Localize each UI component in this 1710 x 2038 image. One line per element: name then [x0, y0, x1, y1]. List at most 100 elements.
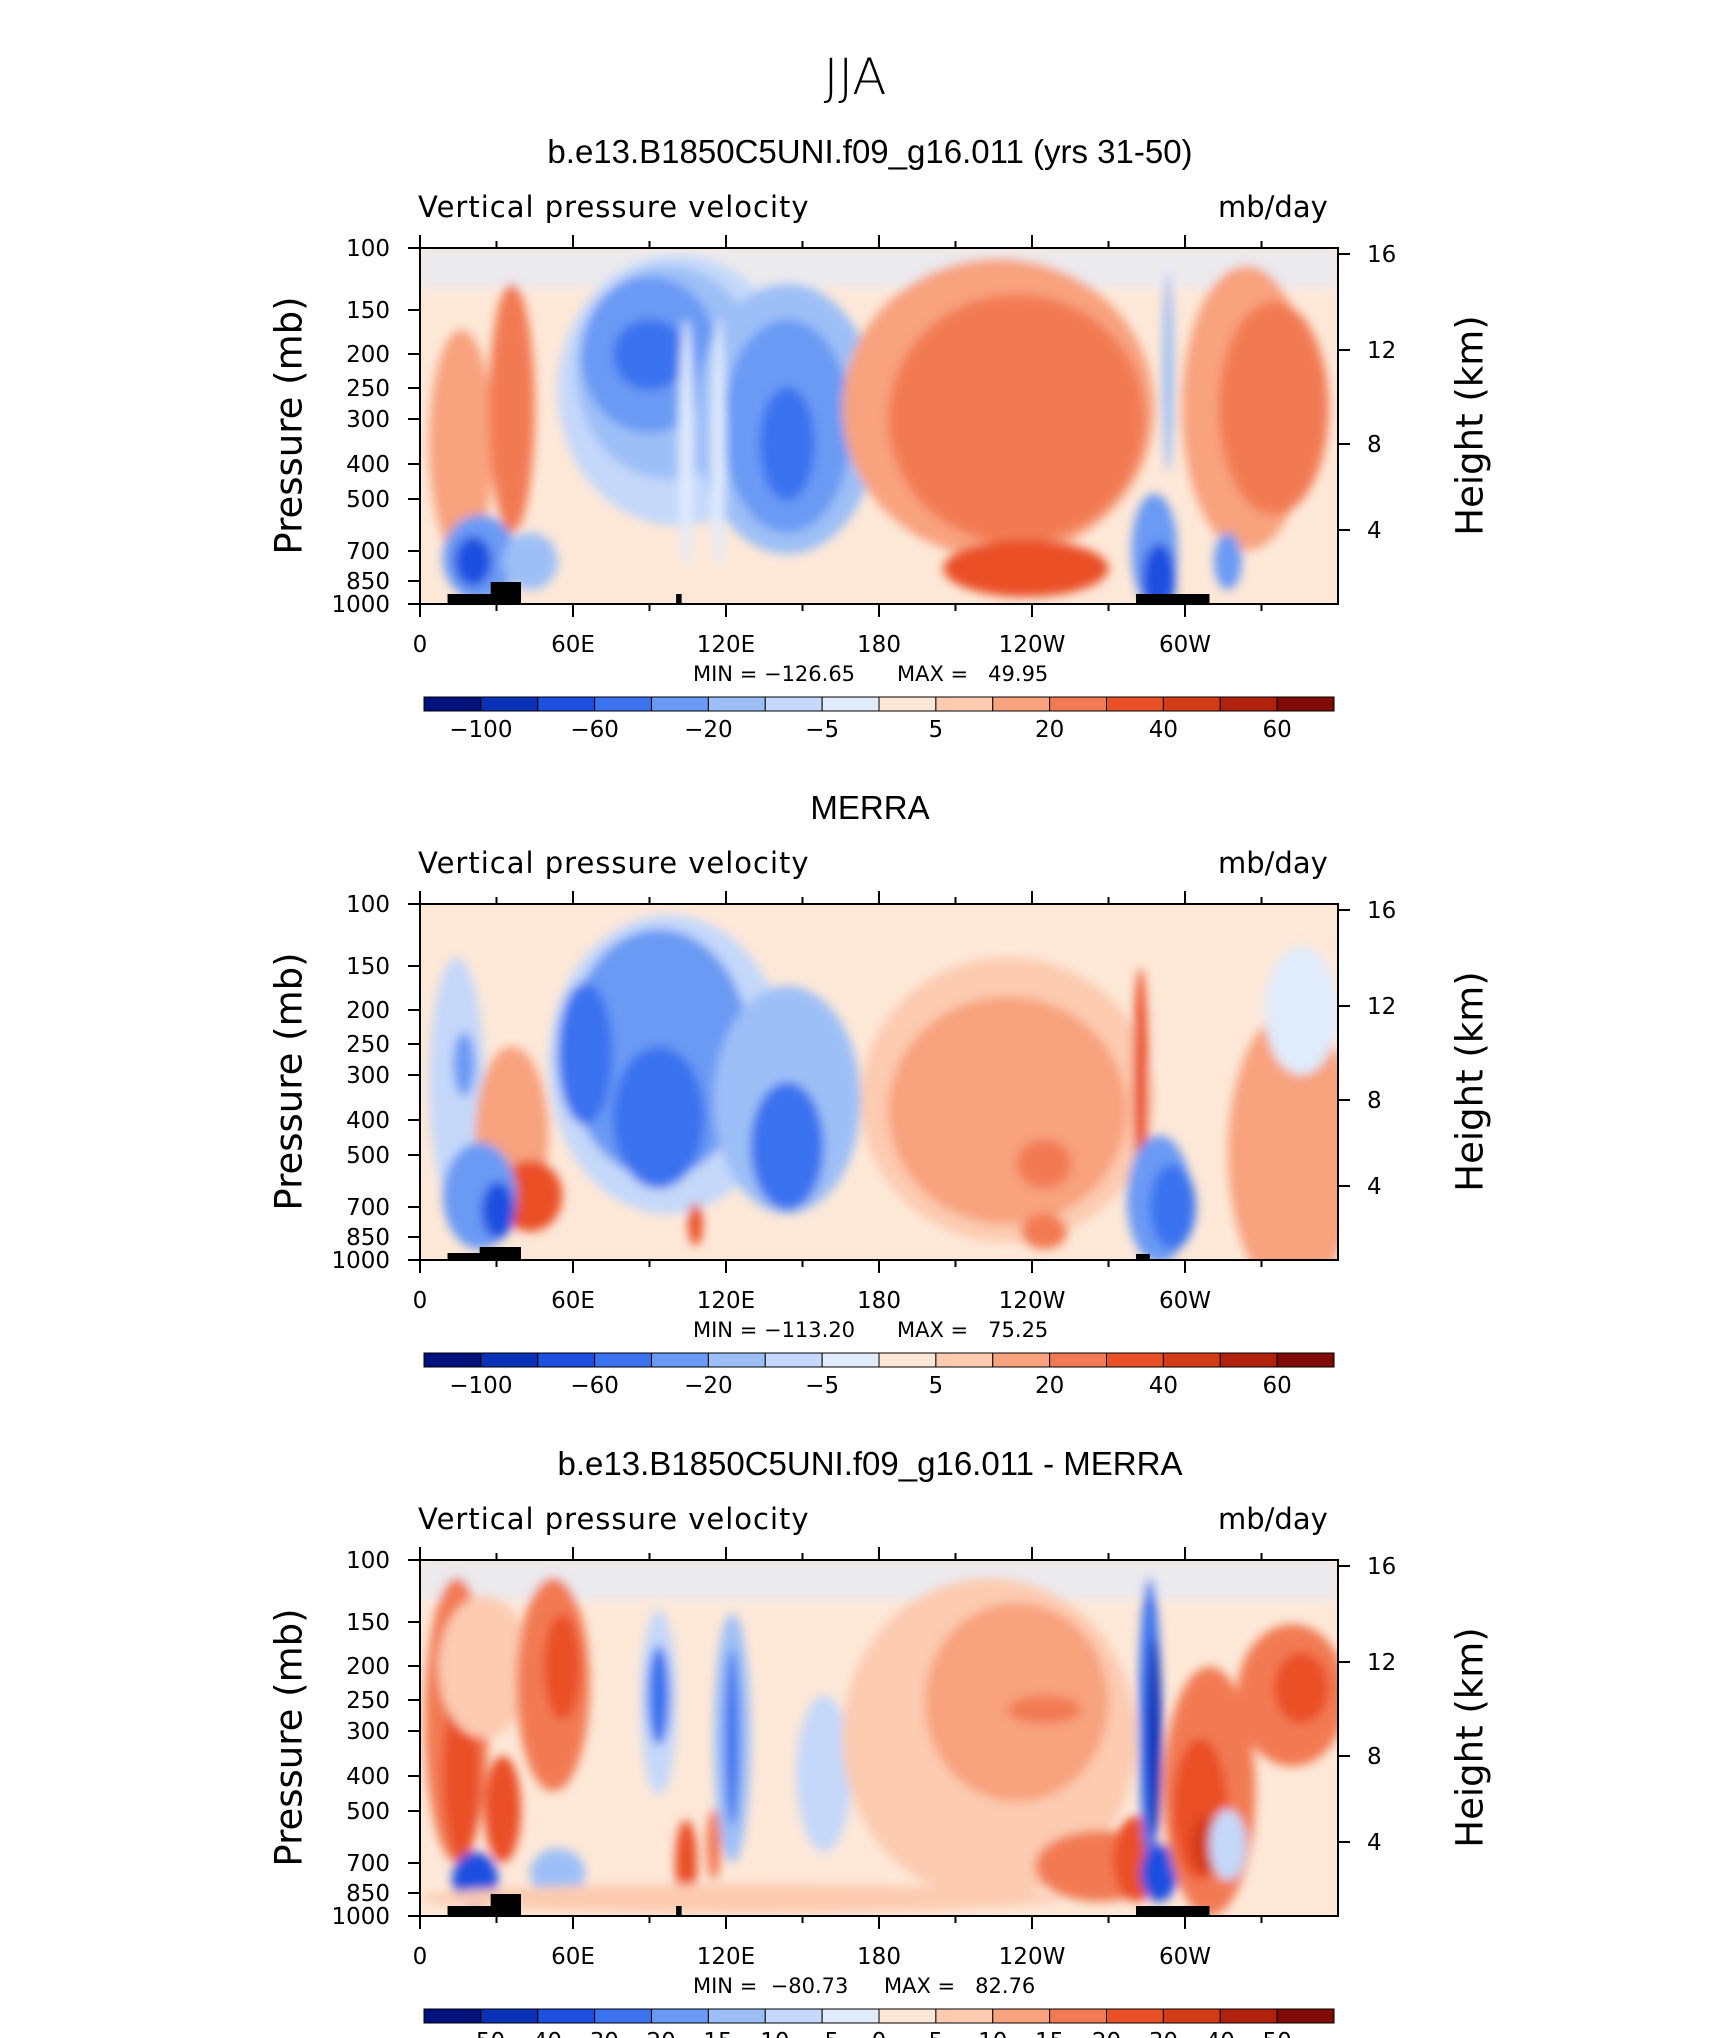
- y-tick-label: 300: [346, 1719, 390, 1745]
- colorbar-label: 20: [1035, 717, 1064, 743]
- colorbar-label: −50: [457, 2029, 506, 2038]
- upper-band: [420, 248, 1338, 288]
- contour-region: [484, 1755, 521, 1863]
- panel-2: 0 60E 120E 180 120W 60W 100 150 200 250 300 400 500 7…: [331, 891, 1396, 1399]
- colorbar-box: [992, 2008, 1051, 2024]
- x-tick-label: 120E: [697, 632, 755, 658]
- contour-region: [943, 539, 1109, 597]
- x-tick-label: 60E: [551, 1288, 595, 1314]
- contour-region: [612, 319, 687, 391]
- panel-1-max-label: MAX = 49.95: [897, 662, 1049, 686]
- contour-region: [1209, 1809, 1247, 1881]
- y2-tick-label: 8: [1367, 432, 1382, 458]
- colorbar-box: [1162, 1352, 1221, 1368]
- y-tick-label: 700: [346, 1851, 390, 1877]
- colorbar-box: [992, 696, 1051, 712]
- contour-region: [1021, 1213, 1068, 1250]
- panel-1-y2-axis-title: Height (km): [1448, 315, 1492, 536]
- colorbar-box: [480, 696, 539, 712]
- y2-tick-label: 8: [1367, 1744, 1382, 1770]
- y2-tick-label: 12: [1367, 1650, 1396, 1676]
- contour-region: [454, 536, 492, 587]
- colorbar-box: [423, 696, 482, 712]
- panel-3-y2-axis-title: Height (km): [1448, 1627, 1492, 1848]
- y-tick-label: 500: [346, 1143, 390, 1169]
- y-tick-label: 100: [346, 1548, 390, 1574]
- y-tick-label: 700: [346, 539, 390, 565]
- colorbar-box: [594, 1352, 652, 1368]
- colorbar-label: 60: [1262, 1373, 1291, 1399]
- colorbar-box: [423, 2008, 482, 2024]
- colorbar-label: 50: [1262, 2029, 1291, 2038]
- colorbar-label: 40: [1149, 1373, 1178, 1399]
- y-tick-label: 250: [346, 1688, 390, 1714]
- panel-3-min-label: MIN = −80.73: [693, 1974, 849, 1998]
- y2-tick-label: 16: [1367, 898, 1396, 924]
- y2-tick-label: 8: [1367, 1088, 1382, 1114]
- x-tick-label: 180: [857, 1944, 901, 1970]
- x-tick-label: 60W: [1159, 1944, 1211, 1970]
- colorbar-box: [651, 2008, 709, 2024]
- panel-3-y-axis-title: Pressure (mb): [267, 1608, 311, 1867]
- y-tick-label: 250: [346, 376, 390, 402]
- colorbar-box: [707, 2008, 766, 2024]
- x-tick-label: 120W: [999, 632, 1066, 658]
- y-tick-label: 850: [346, 569, 390, 595]
- y-tick-label: 150: [346, 1610, 390, 1636]
- land-mask: [676, 1906, 682, 1916]
- contour-region: [1007, 1695, 1081, 1724]
- colorbar-box: [935, 696, 994, 712]
- contour-region: [1147, 1638, 1162, 1838]
- y2-tick-label: 4: [1367, 518, 1382, 544]
- land-mask: [676, 594, 682, 604]
- colorbar-label: −5: [805, 717, 839, 743]
- colorbar-box: [1049, 2008, 1107, 2024]
- x-tick-label: 0: [413, 1944, 428, 1970]
- contour-region: [557, 982, 613, 1125]
- contour-region: [502, 532, 558, 590]
- contour-region: [453, 1032, 476, 1097]
- colorbar-label: 0: [872, 2029, 887, 2038]
- colorbar-box: [1106, 1352, 1164, 1368]
- panel-1-min-label: MIN = −126.65: [693, 662, 856, 686]
- contour-region: [688, 1203, 703, 1246]
- contour-region: [1142, 543, 1176, 604]
- colorbar-box: [1276, 696, 1335, 712]
- panel-1-y-axis-title: Pressure (mb): [267, 296, 311, 555]
- y-tick-label: 200: [346, 342, 390, 368]
- y2-tick-label: 12: [1367, 338, 1396, 364]
- panel-1-variable-label: Vertical pressure velocity: [418, 190, 810, 224]
- colorbar-box: [764, 696, 823, 712]
- colorbar-box: [537, 696, 596, 712]
- colorbar-label: 5: [929, 2029, 944, 2038]
- colorbar-label: 5: [929, 1373, 944, 1399]
- y-tick-label: 150: [346, 298, 390, 324]
- colorbar-box: [707, 696, 766, 712]
- colorbar-box: [480, 1352, 539, 1368]
- contour-region: [429, 329, 494, 558]
- panel-2-max-label: MAX = 75.25: [897, 1318, 1049, 1342]
- contour-field: [420, 248, 1338, 604]
- y-tick-label: 200: [346, 998, 390, 1024]
- x-tick-label: 0: [413, 1288, 428, 1314]
- colorbar-box: [764, 2008, 823, 2024]
- colorbar-label: −40: [513, 2029, 562, 2038]
- panel-1-units-label: mb/day: [1218, 190, 1328, 224]
- colorbar-label: 10: [978, 2029, 1007, 2038]
- contour-field: [420, 1560, 1338, 1916]
- contour-region: [543, 1613, 581, 1721]
- colorbar-label: 40: [1206, 2029, 1235, 2038]
- contour-region: [1140, 1844, 1178, 1902]
- y-tick-label: 500: [346, 1799, 390, 1825]
- contour-region: [1149, 1163, 1196, 1250]
- x-tick-label: 120E: [697, 1288, 755, 1314]
- colorbar: −50−40−30−20−15−10−505101520304050: [423, 2008, 1335, 2038]
- colorbar-box: [1049, 1352, 1107, 1368]
- x-tick-label: 60W: [1159, 1288, 1211, 1314]
- colorbar-box: [1219, 2008, 1278, 2024]
- x-tick-label: 180: [857, 1288, 901, 1314]
- colorbar-box: [594, 2008, 652, 2024]
- y-tick-label: 400: [346, 1764, 390, 1790]
- colorbar-label: −20: [627, 2029, 676, 2038]
